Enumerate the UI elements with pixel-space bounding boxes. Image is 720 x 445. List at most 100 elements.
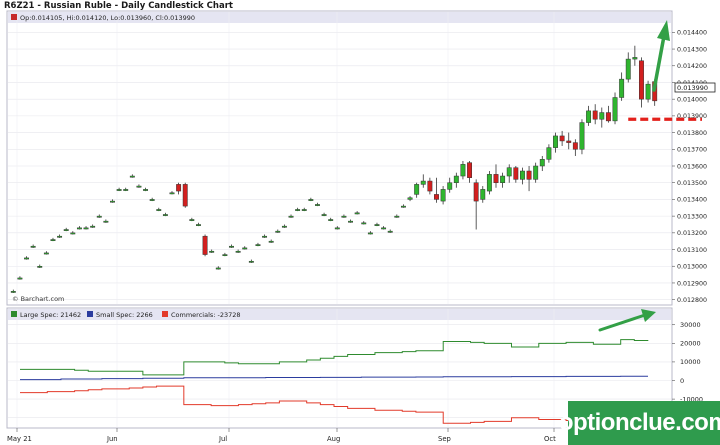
ohlc-legend-swatch (11, 14, 17, 20)
x-tick-label: Aug (327, 435, 340, 443)
price-tick-label: 0.014200 (677, 63, 707, 70)
large-spec-swatch (11, 311, 17, 317)
candle-body (645, 83, 651, 100)
candle-body (625, 58, 631, 80)
candle-body (70, 232, 76, 235)
candle-body (321, 214, 327, 216)
price-up-arrow-annotation (652, 20, 670, 92)
ohlc-legend-bar (8, 12, 671, 23)
candle-body (599, 112, 605, 120)
candle-body (632, 57, 638, 60)
candle-body (612, 97, 618, 122)
cot-lines-layer (20, 339, 649, 426)
candle-body (533, 165, 539, 180)
candle-body (341, 215, 347, 218)
candle-body (235, 250, 241, 253)
candle-body (262, 235, 268, 238)
candle-body (447, 182, 453, 190)
cot-legend-bar (8, 309, 671, 320)
candle-body (116, 189, 122, 191)
candle-body (63, 229, 69, 231)
candle-body (215, 267, 221, 270)
candle-body (90, 225, 96, 228)
commercials-legend: Commercials: -23728 (171, 311, 241, 319)
candle-body (57, 235, 63, 238)
candle-body (17, 277, 23, 280)
candle-body (493, 174, 499, 183)
candle-body (526, 170, 532, 180)
candles-layer (10, 45, 702, 293)
candle-body (513, 167, 519, 180)
candle-body (110, 200, 115, 203)
candle-body (169, 192, 175, 195)
candle-body (83, 227, 89, 230)
ohlc-readout: Op:0.014105, Hi:0.014120, Lo:0.013960, C… (20, 14, 195, 22)
price-panel-frame (6, 10, 673, 306)
candle-body (539, 159, 545, 167)
candle-body (222, 254, 228, 257)
candle-body (275, 230, 281, 233)
candle-body (354, 212, 360, 215)
candle-body (281, 225, 287, 228)
candle-body (96, 215, 102, 218)
small-spec-legend: Small Spec: 2266 (96, 311, 153, 319)
candle-body (288, 215, 294, 218)
barchart-watermark: © Barchart.com (12, 295, 64, 303)
last-price-box (674, 82, 716, 93)
price-tick-label: 0.013500 (677, 180, 707, 187)
candle-body (30, 245, 36, 248)
candle-body (308, 199, 314, 201)
candle-body (129, 175, 135, 178)
candle-body (348, 220, 353, 223)
cot-tick-label: 0 (680, 377, 684, 385)
cot-tick-label: 20000 (680, 340, 701, 348)
candle-body (553, 135, 558, 148)
candle-body (427, 180, 433, 192)
candle-body (506, 167, 512, 177)
candle-body (572, 142, 578, 150)
candle-body (453, 175, 459, 183)
candle-body (248, 260, 254, 263)
last-price-label: 0.013990 (677, 84, 708, 92)
candle-body (480, 189, 486, 200)
candle-body (500, 175, 506, 183)
price-tick-label: 0.014300 (677, 46, 707, 53)
candle-body (374, 224, 380, 226)
candle-body (619, 78, 625, 98)
price-tick-label: 0.013100 (677, 247, 707, 254)
candle-body (43, 252, 49, 255)
candle-body (387, 230, 393, 233)
x-tick-label: Jun (106, 435, 118, 443)
price-tick-label: 0.013400 (677, 197, 707, 204)
candle-body (420, 180, 426, 185)
candle-body (381, 227, 387, 230)
candle-body (10, 291, 16, 293)
price-tick-label: 0.013300 (677, 213, 707, 220)
candle-body (176, 184, 182, 192)
candle-body (467, 162, 473, 178)
price-tick-label: 0.013000 (677, 264, 707, 271)
candle-body (639, 60, 644, 100)
large-spec-legend: Large Spec: 21462 (20, 311, 81, 319)
candle-body (149, 199, 155, 201)
candle-body (559, 135, 565, 142)
cot-series-line (20, 339, 649, 376)
candle-body (546, 147, 552, 160)
price-tick-label: 0.013600 (677, 163, 707, 170)
candle-body (156, 209, 162, 211)
price-tick-label: 0.014000 (677, 96, 707, 103)
candle-body (182, 184, 188, 207)
candle-body (414, 184, 420, 195)
candle-body (209, 250, 215, 253)
grid-layer (8, 12, 671, 427)
candle-body (394, 215, 400, 218)
candle-body (136, 185, 142, 188)
candle-body (407, 197, 413, 200)
cot-series-line (20, 385, 649, 426)
candle-body (50, 239, 56, 241)
candle-body (440, 189, 446, 202)
candle-body (367, 232, 373, 235)
cot-up-arrow-annotation (598, 309, 656, 332)
cot-panel-frame (6, 307, 673, 429)
